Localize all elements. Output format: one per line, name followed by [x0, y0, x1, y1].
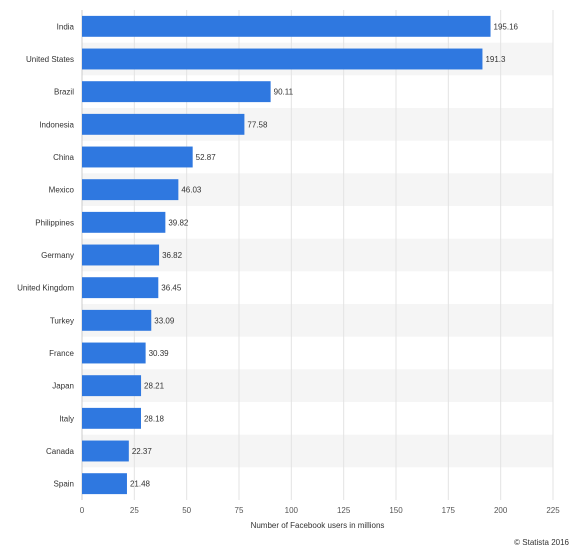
x-tick-label: 175 — [442, 506, 456, 515]
category-label: United Kingdom — [17, 284, 74, 293]
bar — [82, 146, 193, 168]
bar — [82, 211, 166, 233]
data-label: 22.37 — [132, 447, 153, 456]
data-label: 46.03 — [181, 186, 202, 195]
category-label: Mexico — [49, 186, 75, 195]
data-label: 28.21 — [144, 382, 165, 391]
x-tick-label: 100 — [285, 506, 299, 515]
row-band — [82, 238, 553, 272]
bar — [82, 15, 491, 37]
row-band — [82, 369, 553, 402]
x-tick-label: 200 — [494, 506, 508, 515]
bar — [82, 113, 245, 135]
data-label: 36.82 — [162, 251, 183, 260]
data-label: 28.18 — [144, 414, 165, 423]
source-credit: © Statista 2016 — [514, 538, 569, 547]
x-tick-label: 225 — [546, 506, 560, 515]
category-label: Spain — [54, 480, 74, 489]
row-band — [82, 434, 553, 468]
x-tick-label: 125 — [337, 506, 351, 515]
data-label: 52.87 — [196, 153, 217, 162]
data-label: 30.39 — [149, 349, 170, 358]
data-label: 21.48 — [130, 480, 151, 489]
bar — [82, 342, 146, 364]
row-band — [82, 304, 553, 337]
data-label: 33.09 — [154, 316, 175, 325]
data-label: 195.16 — [494, 22, 519, 31]
bar — [82, 407, 141, 429]
bar — [82, 375, 142, 397]
category-label: France — [49, 349, 74, 358]
category-label: Italy — [59, 414, 74, 423]
bar — [82, 277, 159, 299]
category-label: United States — [26, 55, 74, 64]
bar — [82, 81, 271, 103]
bar — [82, 440, 129, 462]
data-label: 77.58 — [247, 120, 268, 129]
data-label: 36.45 — [161, 284, 182, 293]
x-tick-label: 0 — [80, 506, 85, 515]
bar — [82, 473, 127, 495]
bar — [82, 179, 179, 201]
bar — [82, 309, 152, 331]
data-label: 39.82 — [168, 218, 189, 227]
category-label: Canada — [46, 447, 75, 456]
bar — [82, 244, 160, 266]
category-label: India — [57, 22, 75, 31]
data-label: 90.11 — [274, 88, 294, 97]
category-label: China — [53, 153, 74, 162]
bar — [82, 48, 483, 70]
category-label: Turkey — [50, 316, 74, 325]
x-tick-label: 150 — [389, 506, 403, 515]
data-label: 191.3 — [485, 55, 506, 64]
x-tick-label: 25 — [130, 506, 139, 515]
category-label: Indonesia — [39, 120, 74, 129]
category-label: Brazil — [54, 88, 74, 97]
x-tick-label: 75 — [235, 506, 244, 515]
category-label: Philippines — [35, 218, 74, 227]
category-label: Germany — [41, 251, 74, 260]
category-label: Japan — [52, 382, 74, 391]
x-axis-title: Number of Facebook users in millions — [251, 521, 385, 530]
x-tick-label: 50 — [182, 506, 191, 515]
